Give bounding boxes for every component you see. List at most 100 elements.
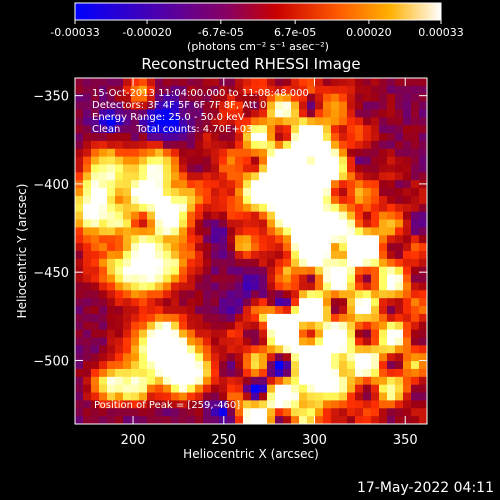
heatmap-cell xyxy=(379,408,388,417)
heatmap-cell xyxy=(107,140,116,150)
heatmap-cell xyxy=(419,345,427,354)
heatmap-cell xyxy=(339,148,348,158)
heatmap-cell xyxy=(83,384,92,394)
heatmap-cell xyxy=(291,85,300,95)
heatmap-cell xyxy=(331,109,340,118)
heatmap-cell xyxy=(355,203,364,213)
heatmap-cell xyxy=(131,211,140,221)
heatmap-cell xyxy=(291,133,300,142)
heatmap-cell xyxy=(139,164,148,173)
heatmap-cell xyxy=(163,93,172,103)
heatmap-cell xyxy=(403,282,412,291)
heatmap-cell xyxy=(259,101,268,111)
heatmap-cell xyxy=(355,361,364,370)
heatmap-cell xyxy=(379,266,388,276)
heatmap-cell xyxy=(227,266,236,276)
heatmap-cell xyxy=(291,313,300,323)
heatmap-cell xyxy=(163,400,172,409)
heatmap-cell xyxy=(275,235,284,244)
heatmap-cell xyxy=(411,148,420,158)
heatmap-cell xyxy=(211,258,220,268)
heatmap-cell xyxy=(211,101,220,111)
heatmap-cell xyxy=(131,188,140,197)
heatmap-cell xyxy=(395,85,404,95)
heatmap-cell xyxy=(227,133,236,142)
heatmap-cell xyxy=(179,211,188,221)
heatmap-cell xyxy=(163,353,172,362)
heatmap-cell xyxy=(115,298,124,307)
heatmap-cell xyxy=(163,219,172,229)
heatmap-cell xyxy=(307,353,316,362)
heatmap-cell xyxy=(235,258,244,268)
heatmap-cell xyxy=(331,368,340,378)
heatmap-cell xyxy=(219,408,228,417)
heatmap-cell xyxy=(147,219,156,229)
heatmap-cell xyxy=(347,195,356,205)
heatmap-cell xyxy=(355,101,364,111)
heatmap-cell xyxy=(179,345,188,354)
heatmap-cell xyxy=(83,140,92,150)
heatmap-cell xyxy=(267,298,276,307)
heatmap-cell xyxy=(379,274,388,284)
heatmap-cell xyxy=(195,298,204,307)
heatmap-cell xyxy=(123,298,132,307)
heatmap-cell xyxy=(131,243,140,252)
heatmap-cell xyxy=(315,93,324,103)
heatmap-cell xyxy=(163,109,172,118)
heatmap-cell xyxy=(139,368,148,378)
heatmap-cell xyxy=(419,266,427,276)
heatmap-cell xyxy=(187,133,196,142)
heatmap-cell xyxy=(195,266,204,276)
heatmap-cell xyxy=(251,274,260,284)
heatmap-cell xyxy=(323,172,332,181)
heatmap-cell xyxy=(139,235,148,244)
heatmap-cell xyxy=(179,148,188,158)
heatmap-cell xyxy=(259,219,268,229)
heatmap-cell xyxy=(227,400,236,409)
heatmap-cell xyxy=(315,416,324,424)
heatmap-cell xyxy=(123,164,132,173)
heatmap-cell xyxy=(307,376,316,386)
heatmap-cell xyxy=(227,416,236,424)
heatmap-cell xyxy=(347,416,356,424)
heatmap-cell xyxy=(187,251,196,260)
heatmap-cell xyxy=(139,258,148,268)
heatmap-cell xyxy=(139,195,148,205)
heatmap-cell xyxy=(187,368,196,378)
heatmap-cell xyxy=(323,361,332,370)
heatmap-cell xyxy=(259,368,268,378)
heatmap-cell xyxy=(395,156,404,166)
heatmap-cell xyxy=(267,321,276,331)
heatmap-cell xyxy=(107,172,116,181)
heatmap-cell xyxy=(91,298,100,307)
heatmap-cell xyxy=(403,172,412,181)
heatmap-cell xyxy=(163,188,172,197)
heatmap-cell xyxy=(243,211,252,221)
heatmap-cell xyxy=(147,306,156,315)
heatmap-cell xyxy=(115,85,124,95)
heatmap-cell xyxy=(315,180,324,189)
heatmap-cell xyxy=(275,266,284,276)
heatmap-cell xyxy=(75,376,84,386)
heatmap-cell xyxy=(227,384,236,394)
heatmap-cell xyxy=(267,219,276,229)
heatmap-cell xyxy=(267,211,276,221)
heatmap-cell xyxy=(227,298,236,307)
heatmap-cell xyxy=(283,392,292,402)
heatmap-cell xyxy=(75,400,84,409)
heatmap-cell xyxy=(195,306,204,315)
heatmap-cell xyxy=(395,321,404,331)
heatmap-cell xyxy=(107,368,116,378)
heatmap-cell xyxy=(419,117,427,126)
heatmap-cell xyxy=(291,140,300,150)
heatmap-cell xyxy=(243,78,252,87)
heatmap-cell xyxy=(91,306,100,315)
heatmap-cell xyxy=(123,140,132,150)
heatmap-cell xyxy=(347,156,356,166)
heatmap-cell xyxy=(147,368,156,378)
heatmap-cell xyxy=(211,313,220,323)
heatmap-cell xyxy=(283,85,292,95)
heatmap-cell xyxy=(211,140,220,150)
heatmap-cell xyxy=(147,321,156,331)
heatmap-cell xyxy=(355,109,364,118)
